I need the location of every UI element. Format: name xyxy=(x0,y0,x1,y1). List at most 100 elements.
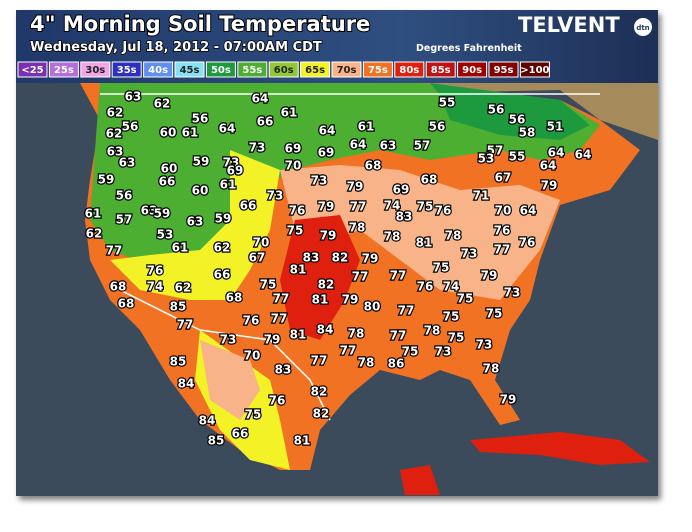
station-reading: 77 xyxy=(271,312,288,326)
station-reading: 79 xyxy=(481,269,498,283)
station-reading: 61 xyxy=(220,178,237,192)
brand-badge-circle xyxy=(634,18,652,36)
station-reading: 62 xyxy=(154,97,171,111)
station-reading: 63 xyxy=(119,156,136,170)
station-reading: 78 xyxy=(349,221,366,235)
station-reading: 61 xyxy=(281,106,298,120)
legend-label: 80s xyxy=(399,65,419,76)
station-reading: 73 xyxy=(220,333,237,347)
station-reading: 75 xyxy=(417,200,434,214)
station-reading: 73 xyxy=(249,141,266,155)
legend-label: 60s xyxy=(274,65,294,76)
station-reading: 82 xyxy=(311,385,328,399)
station-reading: 78 xyxy=(483,362,500,376)
legend-label: 25s xyxy=(54,65,74,76)
legend-swatch xyxy=(394,61,425,78)
station-reading: 75 xyxy=(287,224,304,238)
station-reading: 76 xyxy=(147,264,164,278)
station-reading: 56 xyxy=(429,120,446,134)
station-reading: 74 xyxy=(384,199,401,213)
station-reading: 57 xyxy=(116,213,133,227)
station-reading: 74 xyxy=(147,280,164,294)
station-reading: 83 xyxy=(396,210,413,224)
station-reading: 73 xyxy=(223,156,240,170)
station-reading: 61 xyxy=(182,126,199,140)
station-reading: 58 xyxy=(519,126,536,140)
station-reading: 82 xyxy=(313,407,330,421)
station-reading: 61 xyxy=(358,120,375,134)
station-reading: 73 xyxy=(476,338,493,352)
station-reading: 77 xyxy=(340,344,357,358)
brand-badge: dtn xyxy=(636,24,649,32)
legend-label: 35s xyxy=(117,65,137,76)
station-reading: 56 xyxy=(122,120,139,134)
legend-swatch xyxy=(80,61,111,78)
station-reading: 64 xyxy=(350,138,367,152)
station-reading: 80 xyxy=(364,300,381,314)
station-reading: 82 xyxy=(318,278,335,292)
station-reading: 64 xyxy=(575,148,592,162)
station-reading: 67 xyxy=(495,171,512,185)
station-reading: 66 xyxy=(159,175,176,189)
station-reading: 76 xyxy=(519,236,536,250)
station-reading: 77 xyxy=(390,329,407,343)
station-reading: 75 xyxy=(433,261,450,275)
station-reading: 66 xyxy=(232,427,249,441)
station-reading: 85 xyxy=(170,355,187,369)
legend-label: 85s xyxy=(431,65,451,76)
station-reading: 68 xyxy=(421,173,438,187)
station-reading: 78 xyxy=(445,229,462,243)
station-reading: 66 xyxy=(214,268,231,282)
station-reading: 62 xyxy=(175,281,192,295)
station-reading: 69 xyxy=(318,146,335,160)
legend-swatch xyxy=(237,61,268,78)
legend-swatch xyxy=(48,61,79,78)
station-reading: 59 xyxy=(193,155,210,169)
station-reading: 84 xyxy=(199,414,216,428)
station-reading: 81 xyxy=(290,328,307,342)
station-reading: 73 xyxy=(504,286,521,300)
station-reading: 77 xyxy=(273,292,290,306)
station-reading: 75 xyxy=(486,307,503,321)
station-reading: 70 xyxy=(495,204,512,218)
station-reading: 66 xyxy=(240,199,257,213)
station-reading: 76 xyxy=(243,314,260,328)
station-reading: 69 xyxy=(393,183,410,197)
legend-label: 95s xyxy=(494,65,514,76)
legend-label: 40s xyxy=(148,65,168,76)
station-reading: 81 xyxy=(294,434,311,448)
legend-swatch xyxy=(519,61,550,78)
legend-swatch xyxy=(174,61,205,78)
station-reading: 75 xyxy=(457,292,474,306)
legend-label: 90s xyxy=(462,65,482,76)
station-reading: 76 xyxy=(269,394,286,408)
station-reading: 57 xyxy=(487,144,504,158)
station-reading: 79 xyxy=(318,200,335,214)
station-reading: 68 xyxy=(118,297,135,311)
station-reading: 78 xyxy=(348,327,365,341)
station-reading: 70 xyxy=(253,236,270,250)
station-reading: 61 xyxy=(85,207,102,221)
station-reading: 64 xyxy=(319,124,336,138)
station-reading: 75 xyxy=(245,408,262,422)
legend-swatch xyxy=(205,61,236,78)
legend-label: 55s xyxy=(242,65,262,76)
legend-swatch xyxy=(143,61,174,78)
station-reading: 71 xyxy=(473,189,490,203)
station-reading: 77 xyxy=(352,270,369,284)
legend-swatch xyxy=(300,61,331,78)
legend-label: 70s xyxy=(337,65,357,76)
station-reading: 79 xyxy=(342,293,359,307)
station-reading: 64 xyxy=(252,92,269,106)
subtitle: Wednesday, Jul 18, 2012 - 07:00AM CDT xyxy=(30,40,322,55)
station-reading: 81 xyxy=(416,236,433,250)
station-reading: 63 xyxy=(187,215,204,229)
station-reading: 81 xyxy=(290,263,307,277)
legend-label: 50s xyxy=(211,65,231,76)
station-reading: 56 xyxy=(509,113,526,127)
legend-swatch xyxy=(17,61,48,78)
station-reading: 78 xyxy=(384,230,401,244)
legend-swatch xyxy=(488,61,519,78)
station-reading: 73 xyxy=(461,247,478,261)
